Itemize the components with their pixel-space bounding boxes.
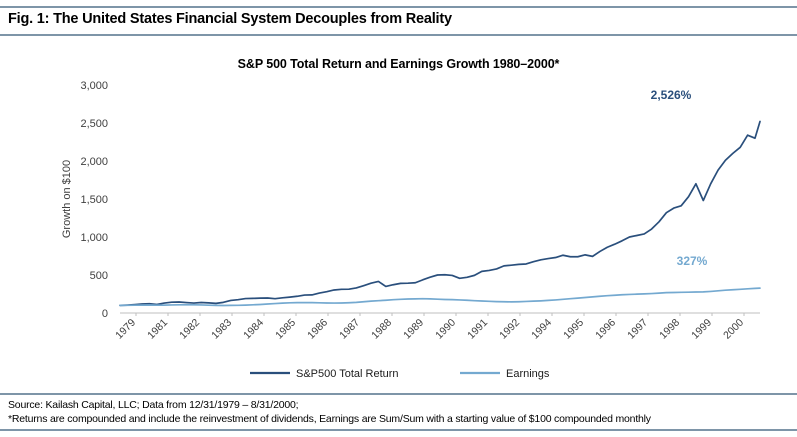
x-axis-tick-label: 2000	[721, 317, 746, 342]
y-axis-tick-label: 0	[102, 308, 108, 320]
x-axis-tick-label: 1983	[209, 317, 234, 342]
x-axis-tick-label: 1989	[401, 317, 426, 342]
figure-title: Fig. 1: The United States Financial Syst…	[8, 11, 452, 27]
source-footer: Source: Kailash Capital, LLC; Data from …	[0, 393, 797, 431]
data-annotation-2526: 2,526%	[651, 88, 692, 102]
y-axis-tick-label: 3,000	[80, 80, 108, 92]
x-axis-tick-label: 1985	[273, 317, 298, 342]
x-axis-tick-label: 1987	[337, 317, 362, 342]
y-axis-tick-label: 1,500	[80, 194, 108, 206]
source-line-2: *Returns are compounded and include the …	[8, 413, 651, 425]
y-axis-tick-label: 2,000	[80, 156, 108, 168]
x-axis-tick-label: 1981	[145, 317, 170, 342]
x-axis-tick-label: 1999	[689, 317, 714, 342]
x-axis-tick-label: 1979	[113, 317, 138, 342]
x-axis-tick-label: 1988	[369, 317, 394, 342]
y-axis-tick-label: 500	[90, 270, 108, 282]
chart-plot-area: 0 500 1,000 1,500 2,000 2,500 3,000 Growth on $…	[61, 80, 761, 380]
y-axis-title: Growth on $100	[61, 160, 73, 238]
x-axis-tick-label: 1997	[625, 317, 650, 342]
x-axis-tick-label: 1986	[305, 317, 330, 342]
x-axis-tick-label: 1994	[529, 317, 554, 342]
x-axis-tick-label: 1982	[177, 317, 202, 342]
figure-header-rule	[0, 6, 797, 36]
source-line-1: Source: Kailash Capital, LLC; Data from …	[8, 399, 299, 411]
legend-label-1: S&P500 Total Return	[296, 368, 399, 380]
x-axis-tick-label: 1998	[657, 317, 682, 342]
x-axis-tick-label: 1992	[497, 317, 522, 342]
series-line-s-p500-total-return	[119, 120, 761, 307]
x-axis-tick-label: 1991	[465, 317, 490, 342]
y-axis-tick-label: 1,000	[80, 232, 108, 244]
chart-title: S&P 500 Total Return and Earnings Growth…	[237, 57, 560, 71]
legend-label-2: Earnings	[506, 368, 550, 380]
x-axis-tick-label: 1996	[593, 317, 618, 342]
x-axis-tick-label: 1984	[241, 317, 266, 342]
y-axis-tick-label: 2,500	[80, 118, 108, 130]
series-line-earnings	[119, 287, 761, 307]
x-axis-tick-label: 1995	[561, 317, 586, 342]
x-axis-tick-label: 1990	[433, 317, 458, 342]
data-annotation-327: 327%	[677, 254, 708, 268]
